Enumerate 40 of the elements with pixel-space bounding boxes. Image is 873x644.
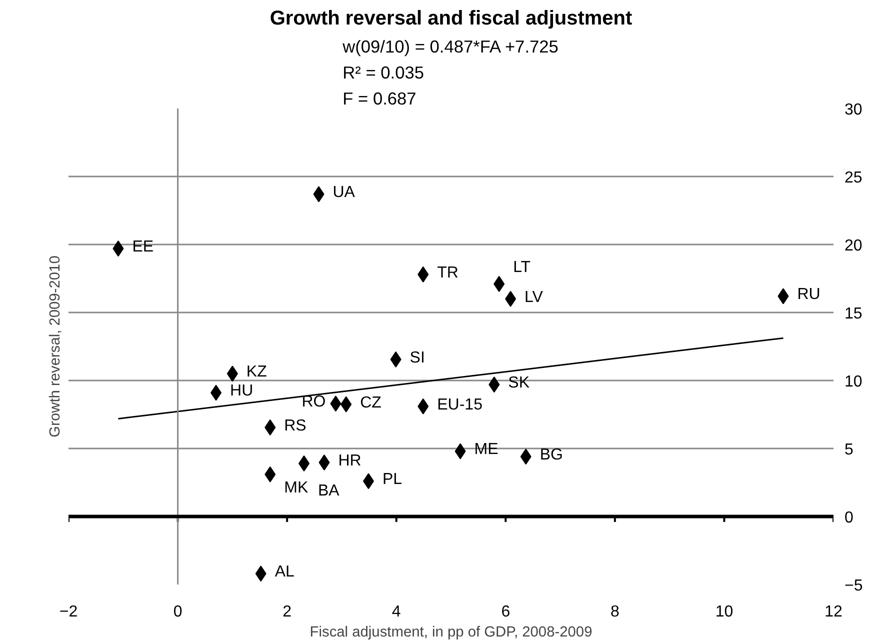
annotation: LV xyxy=(524,288,544,306)
annotation: KZ xyxy=(246,364,268,381)
annotation: SK xyxy=(508,374,530,392)
x-tick-label: 12 xyxy=(824,604,842,620)
y-tick-label: 0 xyxy=(844,510,854,526)
annotation: BA xyxy=(318,482,340,500)
chart-subtitle: w(09/10) = 0.487*FA +7.725 R² = 0.035 F = 0.687 xyxy=(342,36,558,108)
annotation: RS xyxy=(284,417,306,434)
annotation: ME xyxy=(474,441,498,458)
y-tick-label: −5 xyxy=(844,578,863,594)
x-tick-label: 4 xyxy=(392,604,401,620)
annotation: AL xyxy=(274,564,295,581)
x-tick-label: 10 xyxy=(715,604,734,620)
x-tick-label: 8 xyxy=(610,604,620,620)
y-tick-label: 10 xyxy=(844,374,862,390)
annotation: BG xyxy=(540,446,563,464)
annotation: EU-15 xyxy=(437,396,483,414)
x-tick-label: 2 xyxy=(282,604,292,620)
annotation: PL xyxy=(382,471,402,488)
annotation: HR xyxy=(338,452,362,470)
annotation: EE xyxy=(132,238,154,256)
y-tick-label: 25 xyxy=(844,170,862,186)
y-tick-label: 15 xyxy=(844,306,862,322)
x-tick-label: 6 xyxy=(501,604,510,620)
annotation: SI xyxy=(410,349,425,366)
y-tick-label: 20 xyxy=(844,238,862,254)
x-tick-label: −2 xyxy=(59,604,78,620)
x-tick-label: 0 xyxy=(173,604,182,620)
annotation: TR xyxy=(437,264,458,282)
annotation: LT xyxy=(513,258,531,276)
y-tick-label: 5 xyxy=(844,442,854,458)
chart-title: Growth reversal and fiscal adjustment xyxy=(270,8,633,30)
annotation: MK xyxy=(284,479,308,496)
y-axis-title: Growth reversal, 2009-2010 xyxy=(48,256,64,438)
annotation: UA xyxy=(332,184,356,202)
x-axis-title: Fiscal adjustment, in pp of GDP, 2008-2009 xyxy=(310,624,592,640)
annotation: CZ xyxy=(360,394,382,412)
annotation: RU xyxy=(797,286,820,304)
annotation: HU xyxy=(230,382,254,400)
y-tick-label: 30 xyxy=(844,102,862,118)
